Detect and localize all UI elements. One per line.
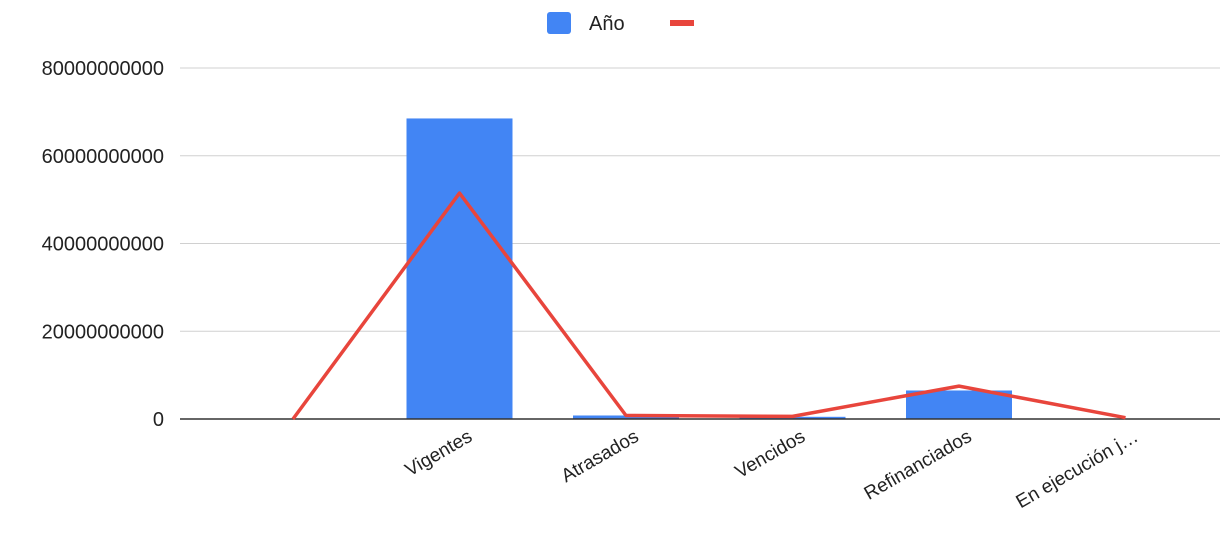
y-tick-label: 80000000000 bbox=[42, 58, 164, 80]
bar bbox=[906, 390, 1012, 419]
legend-swatch-ano bbox=[547, 12, 571, 34]
legend: Año bbox=[547, 12, 694, 35]
legend-swatch-line bbox=[670, 20, 694, 26]
y-tick-label: 0 bbox=[153, 409, 164, 431]
bar-series bbox=[406, 118, 1012, 420]
gridlines bbox=[180, 67, 1220, 332]
x-tick-label: Atrasados bbox=[558, 426, 643, 487]
x-tick-label: En ejecución j… bbox=[1013, 426, 1142, 513]
x-tick-label: Refinanciados bbox=[861, 426, 976, 504]
bar bbox=[406, 118, 513, 420]
x-axis-ticks: Vigentes Atrasados Vencidos Refinanciados En… bbox=[402, 426, 1142, 513]
y-axis-ticks: 0 20000000000 40000000000 60000000000 800000… bbox=[42, 58, 164, 431]
bar bbox=[573, 415, 679, 419]
y-tick-label: 20000000000 bbox=[42, 321, 164, 343]
y-tick-label: 60000000000 bbox=[42, 146, 164, 168]
y-tick-label: 40000000000 bbox=[42, 234, 164, 256]
line-series-path bbox=[291, 191, 1126, 421]
x-tick-label: Vigentes bbox=[402, 426, 476, 481]
line-series bbox=[291, 191, 1126, 421]
legend-label-ano: Año bbox=[589, 13, 625, 35]
x-tick-label: Vencidos bbox=[732, 426, 809, 483]
